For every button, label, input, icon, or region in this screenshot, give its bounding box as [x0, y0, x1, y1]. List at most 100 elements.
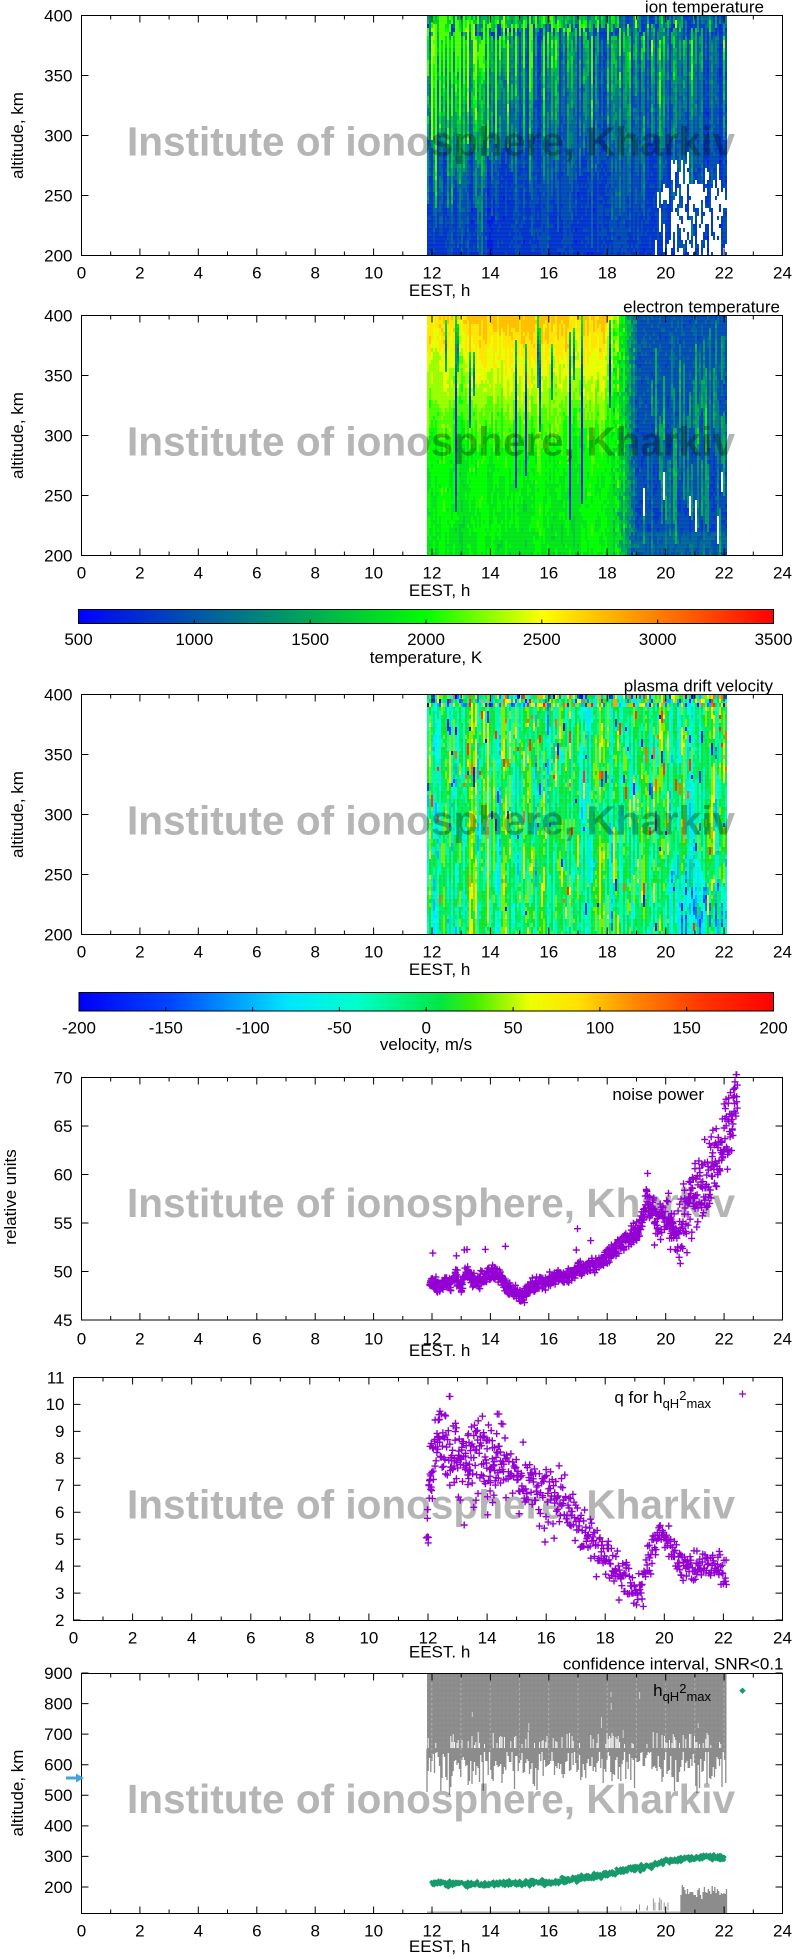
svg-text:24: 24 — [773, 1922, 792, 1941]
svg-text:0: 0 — [69, 1629, 78, 1648]
svg-text:16: 16 — [539, 564, 558, 583]
svg-text:16: 16 — [539, 1922, 558, 1941]
svg-text:10: 10 — [46, 1395, 65, 1414]
svg-text:6: 6 — [246, 1629, 255, 1648]
svg-text:800: 800 — [44, 1694, 72, 1713]
svg-text:0: 0 — [77, 943, 86, 962]
svg-text:0: 0 — [77, 1330, 86, 1349]
svg-text:2: 2 — [135, 943, 144, 962]
svg-text:1000: 1000 — [175, 630, 213, 649]
svg-text:16: 16 — [537, 1629, 556, 1648]
svg-text:18: 18 — [598, 264, 617, 283]
svg-text:EEST, h: EEST, h — [409, 581, 470, 600]
svg-text:500: 500 — [64, 630, 92, 649]
svg-text:1500: 1500 — [291, 630, 329, 649]
svg-text:50: 50 — [54, 1262, 73, 1281]
svg-text:24: 24 — [773, 1629, 792, 1648]
svg-text:altitude, km: altitude, km — [8, 92, 27, 179]
svg-text:8: 8 — [310, 264, 319, 283]
svg-text:10: 10 — [364, 1330, 383, 1349]
svg-text:3000: 3000 — [639, 630, 677, 649]
svg-text:400: 400 — [44, 1817, 72, 1836]
svg-text:18: 18 — [598, 564, 617, 583]
svg-text:150: 150 — [673, 1019, 701, 1038]
svg-text:4: 4 — [194, 564, 203, 583]
svg-text:8: 8 — [310, 943, 319, 962]
svg-text:4: 4 — [55, 1557, 64, 1576]
svg-text:2: 2 — [128, 1629, 137, 1648]
svg-text:-200: -200 — [62, 1019, 96, 1038]
svg-text:14: 14 — [481, 264, 500, 283]
svg-text:400: 400 — [44, 306, 72, 325]
svg-text:100: 100 — [586, 1019, 614, 1038]
svg-text:-50: -50 — [327, 1019, 352, 1038]
svg-text:14: 14 — [481, 1922, 500, 1941]
svg-text:10: 10 — [359, 1629, 378, 1648]
svg-text:12: 12 — [423, 564, 442, 583]
svg-text:8: 8 — [310, 1922, 319, 1941]
svg-text:22: 22 — [715, 1330, 734, 1349]
svg-text:20: 20 — [655, 1629, 674, 1648]
svg-text:300: 300 — [44, 1847, 72, 1866]
svg-text:70: 70 — [54, 1068, 73, 1087]
svg-text:9: 9 — [55, 1422, 64, 1441]
svg-text:22: 22 — [715, 264, 734, 283]
svg-text:4: 4 — [194, 1922, 203, 1941]
svg-text:250: 250 — [44, 186, 72, 205]
svg-text:600: 600 — [44, 1756, 72, 1775]
svg-text:2: 2 — [135, 264, 144, 283]
svg-text:22: 22 — [714, 1629, 733, 1648]
svg-text:10: 10 — [364, 943, 383, 962]
svg-text:electron temperature: electron temperature — [623, 298, 780, 317]
svg-text:10: 10 — [364, 564, 383, 583]
svg-text:EEST, h: EEST, h — [409, 281, 470, 300]
svg-text:200: 200 — [44, 1878, 72, 1897]
svg-text:8: 8 — [310, 1330, 319, 1349]
svg-text:6: 6 — [252, 1922, 261, 1941]
svg-text:2: 2 — [135, 1330, 144, 1349]
svg-text:20: 20 — [656, 1330, 675, 1349]
svg-text:20: 20 — [656, 943, 675, 962]
svg-text:22: 22 — [715, 943, 734, 962]
svg-text:0: 0 — [77, 564, 86, 583]
svg-text:18: 18 — [598, 1330, 617, 1349]
svg-text:6: 6 — [252, 264, 261, 283]
svg-text:350: 350 — [44, 745, 72, 764]
svg-text:16: 16 — [539, 264, 558, 283]
svg-text:50: 50 — [504, 1019, 523, 1038]
svg-text:16: 16 — [539, 943, 558, 962]
svg-text:14: 14 — [481, 943, 500, 962]
svg-text:2: 2 — [135, 1922, 144, 1941]
svg-text:q for hqH2max: q for hqH2max — [614, 1388, 711, 1411]
svg-text:12: 12 — [423, 264, 442, 283]
svg-text:8: 8 — [55, 1449, 64, 1468]
svg-text:18: 18 — [598, 943, 617, 962]
svg-text:altitude, km: altitude, km — [8, 392, 27, 479]
svg-text:14: 14 — [478, 1629, 497, 1648]
svg-text:EEST. h: EEST. h — [409, 1341, 470, 1360]
svg-text:14: 14 — [481, 1330, 500, 1349]
svg-text:0: 0 — [421, 1019, 430, 1038]
svg-text:3500: 3500 — [755, 630, 793, 649]
svg-text:500: 500 — [44, 1786, 72, 1805]
svg-text:EEST, h: EEST, h — [409, 1937, 470, 1956]
svg-text:300: 300 — [44, 126, 72, 145]
svg-text:20: 20 — [656, 264, 675, 283]
svg-text:Institute of ionosphere, Khark: Institute of ionosphere, Kharkiv — [127, 1180, 735, 1226]
svg-text:11: 11 — [47, 1368, 65, 1387]
svg-text:20: 20 — [656, 564, 675, 583]
svg-text:12: 12 — [419, 1629, 438, 1648]
svg-text:7: 7 — [55, 1476, 64, 1495]
svg-text:-100: -100 — [236, 1019, 270, 1038]
svg-text:250: 250 — [44, 486, 72, 505]
svg-text:plasma drift velocity: plasma drift velocity — [624, 677, 774, 696]
svg-text:altitude, km: altitude, km — [8, 771, 27, 858]
svg-text:900: 900 — [44, 1664, 72, 1683]
svg-text:4: 4 — [187, 1629, 196, 1648]
svg-text:24: 24 — [773, 943, 792, 962]
svg-text:6: 6 — [252, 564, 261, 583]
svg-text:Institute of ionosphere, Khark: Institute of ionosphere, Kharkiv — [127, 798, 735, 844]
svg-text:22: 22 — [715, 1922, 734, 1941]
svg-text:8: 8 — [305, 1629, 314, 1648]
svg-text:6: 6 — [252, 943, 261, 962]
